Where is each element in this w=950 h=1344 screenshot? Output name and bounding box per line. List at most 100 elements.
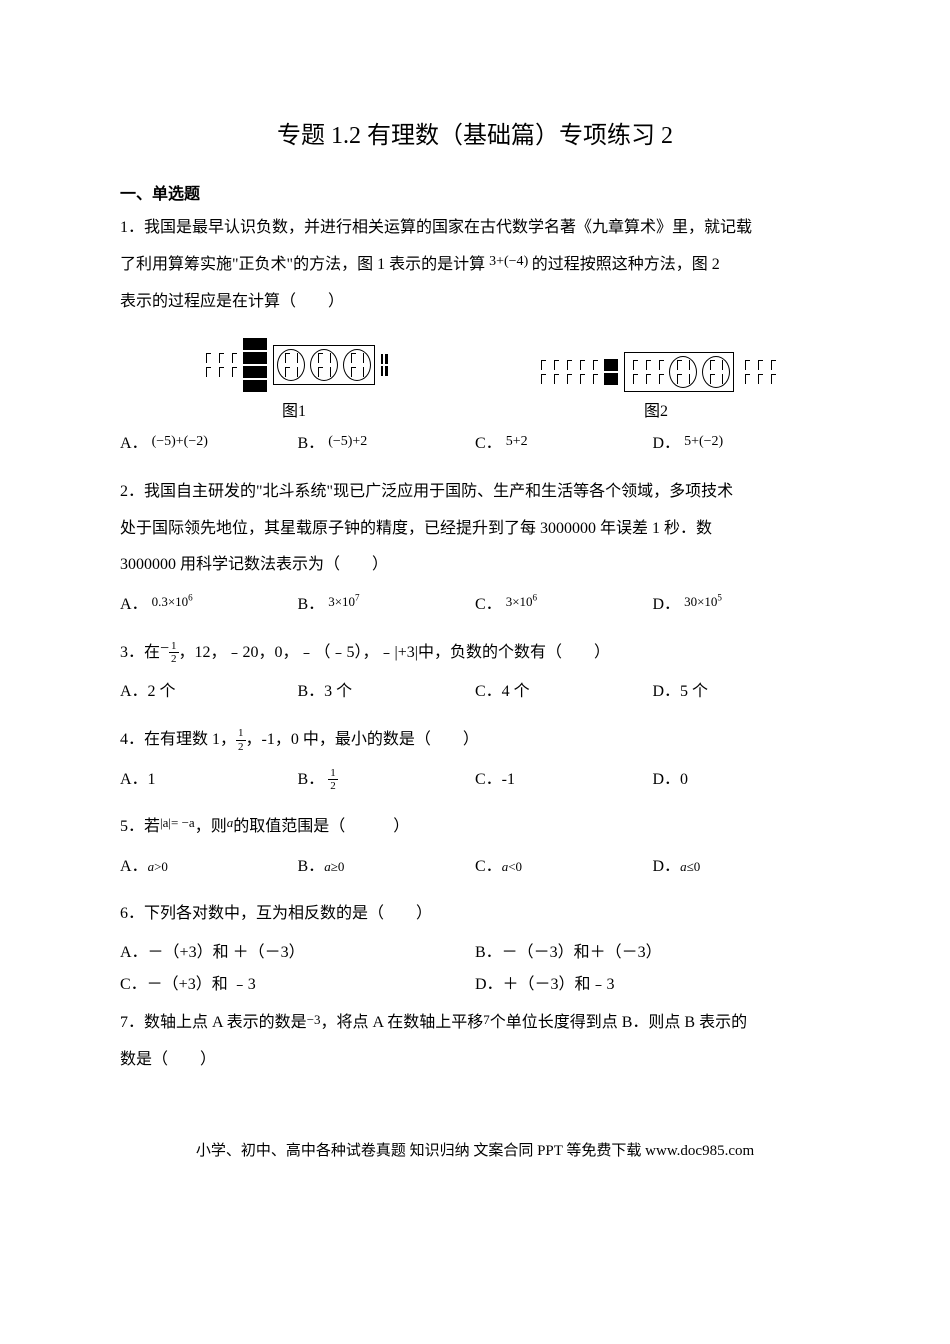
choice-c: C．－（+3）和 ﹣3 — [120, 969, 475, 1001]
q4-text: 4．在有理数 1，12，-1，0 中，最小的数是（ ） — [120, 722, 830, 759]
expr-c: −4 — [509, 254, 524, 269]
q1-l2-pre: 了利用算筹实施"正负术"的方法，图 1 表示的是计算 — [120, 256, 485, 273]
choice-a: A．1 — [120, 765, 298, 795]
choice-b: B．a≥0 — [298, 852, 476, 882]
q7-expr1: −3 — [307, 1012, 321, 1027]
q3-pre: 3．在 — [120, 644, 160, 661]
neg-sign: − — [160, 640, 169, 657]
ellipse-icon — [310, 349, 338, 381]
vbar-group — [381, 354, 388, 376]
choice-label: B． — [298, 435, 325, 452]
choice-d: D．＋（－3）和﹣3 — [475, 969, 830, 1001]
q1-text-1: 1．我国是最早认识负数，并进行相关运算的国家在古代数学名著《九章算术》里，就记载 — [120, 210, 830, 247]
choice-label: A． — [120, 858, 148, 875]
boxed-group — [624, 352, 734, 392]
figure-2: 图2 — [482, 352, 830, 421]
choice-d: D．5 个 — [653, 677, 831, 707]
coef: 3×10 — [328, 594, 355, 609]
q1-text-3: 表示的过程应是在计算（ ） — [120, 284, 830, 321]
q7-mid: ，将点 A 在数轴上平移 — [321, 1014, 484, 1031]
q5-pre: 5．若 — [120, 818, 160, 835]
ellipse-icon — [343, 349, 371, 381]
q3-post: ，12，﹣20，0，﹣（﹣5），﹣|+3|中，负数的个数有（ ） — [179, 644, 610, 661]
choice-expr: 5+2 — [506, 434, 528, 449]
fraction: 12 — [328, 767, 338, 792]
q6-text: 6．下列各对数中，互为相反数的是（ ） — [120, 896, 830, 933]
choice-expr: 3×107 — [328, 594, 359, 609]
rods-group — [740, 359, 776, 385]
q6-choices: A．－（+3）和 ＋（－3） B．－（－3）和＋（－3） C．－（+3）和 ﹣3… — [120, 937, 830, 1001]
choice-label: A． — [120, 435, 148, 452]
op: ≤0 — [687, 859, 701, 874]
choice-label: C． — [475, 858, 502, 875]
choice-expr: (−5)+2 — [328, 434, 367, 449]
choice-label: B． — [298, 596, 325, 613]
expr-d: ) — [524, 254, 529, 269]
op: <0 — [508, 859, 522, 874]
q2-text-1: 2．我国自主研发的"北斗系统"现已广泛应用于国防、生产和生活等各个领域，多项技术 — [120, 474, 830, 511]
rods-group — [201, 352, 237, 378]
q1-text-2: 了利用算筹实施"正负术"的方法，图 1 表示的是计算 3+(−4) 的过程按照这… — [120, 247, 830, 284]
choice-b: B． (−5)+2 — [298, 429, 476, 459]
choice-b: B．－（－3）和＋（－3） — [475, 937, 830, 969]
frac-den: 2 — [328, 780, 338, 792]
choice-label: C． — [475, 435, 502, 452]
q5-expr2: a — [227, 815, 234, 830]
q5-text: 5．若|a|= −a，则a的取值范围是（ ） — [120, 809, 830, 846]
choice-label: B． — [298, 858, 325, 875]
choice-c: C．4 个 — [475, 677, 653, 707]
choice-expr: (−5)+(−2) — [152, 434, 208, 449]
fraction: 12 — [169, 640, 179, 665]
choice-d: D． 5+(−2) — [653, 429, 831, 459]
expr-a: 3+ — [489, 254, 504, 269]
choice-a: A．－（+3）和 ＋（－3） — [120, 937, 475, 969]
q5-post: 的取值范围是（ ） — [233, 818, 409, 835]
frac-num: 1 — [236, 727, 246, 740]
choice-a: A． (−5)+(−2) — [120, 429, 298, 459]
frac-num: 1 — [169, 640, 179, 653]
choice-label: A． — [120, 596, 148, 613]
ellipse-icon — [669, 356, 697, 388]
choice-d: D．0 — [653, 765, 831, 795]
q3-choices: A．2 个 B．3 个 C．4 个 D．5 个 — [120, 677, 830, 707]
q1-inline-expr: 3+(−4) — [489, 254, 532, 269]
page-title: 专题 1.2 有理数（基础篇）专项练习 2 — [120, 115, 830, 150]
choice-expr: 5+(−2) — [684, 434, 723, 449]
solid-stack — [604, 359, 618, 385]
coef: 30×10 — [684, 594, 717, 609]
ellipse-icon — [277, 349, 305, 381]
ellipse-icon — [702, 356, 730, 388]
footer-text: 小学、初中、高中各种试卷真题 知识归纳 文案合同 PPT 等免费下载 www.d… — [120, 1139, 830, 1160]
choice-expr: 3×106 — [506, 594, 537, 609]
exp: 7 — [355, 593, 360, 603]
choice-label: D． — [653, 596, 681, 613]
q7-text-1: 7．数轴上点 A 表示的数是−3，将点 A 在数轴上平移7个单位长度得到点 B．… — [120, 1005, 830, 1042]
q4-choices: A．1 B． 12 C．-1 D．0 — [120, 765, 830, 795]
rods-group — [536, 359, 598, 385]
q2-text-3: 3000000 用科学记数法表示为（ ） — [120, 547, 830, 584]
q1-l2-post: 的过程按照这种方法，图 2 — [532, 256, 720, 273]
q2-choices: A． 0.3×106 B． 3×107 C． 3×106 D． 30×105 — [120, 590, 830, 620]
choice-d: D．a≤0 — [653, 852, 831, 882]
figure-2-caption: 图2 — [482, 397, 830, 421]
q5-mid: ，则 — [195, 818, 227, 835]
figure-1-caption: 图1 — [120, 397, 468, 421]
choice-label: D． — [653, 858, 681, 875]
q3-text: 3．在−12，12，﹣20，0，﹣（﹣5），﹣|+3|中，负数的个数有（ ） — [120, 635, 830, 672]
exp: 6 — [533, 593, 538, 603]
q7-pre: 7．数轴上点 A 表示的数是 — [120, 1014, 307, 1031]
q7-expr2: 7 — [483, 1012, 490, 1027]
choice-b: B． 3×107 — [298, 590, 476, 620]
choice-expr: 0.3×106 — [152, 594, 193, 609]
figure-row: 图1 — [120, 338, 830, 421]
choice-c: C． 5+2 — [475, 429, 653, 459]
frac-den: 2 — [236, 741, 246, 753]
choice-b: B．3 个 — [298, 677, 476, 707]
frac-num: 1 — [328, 767, 338, 780]
choice-a: A．2 个 — [120, 677, 298, 707]
op: ≥0 — [331, 859, 345, 874]
q5-expr1: |a|= −a — [160, 815, 195, 830]
figure-1: 图1 — [120, 338, 468, 421]
solid-stack — [243, 338, 267, 392]
q5-choices: A．a>0 B．a≥0 C．a<0 D．a≤0 — [120, 852, 830, 882]
